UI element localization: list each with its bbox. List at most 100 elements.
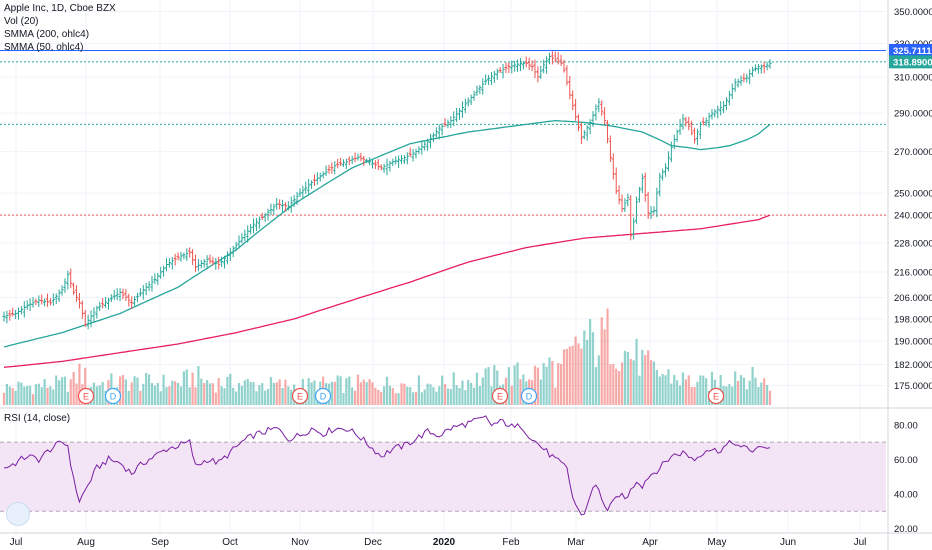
y-tick-label: 216.0000 xyxy=(894,267,932,278)
volume-bar xyxy=(455,385,458,405)
rsi-tick-label: 60.00 xyxy=(894,455,918,466)
volume-bar xyxy=(23,386,26,405)
y-tick-label: 290.0000 xyxy=(894,109,932,120)
volume-bar xyxy=(655,369,658,405)
volume-bar xyxy=(14,390,17,405)
volume-bar xyxy=(191,372,194,405)
volume-bar xyxy=(58,380,61,405)
x-tick-label: Nov xyxy=(291,537,309,548)
legend-smma50[interactable]: SMMA (50, ohlc4) xyxy=(4,42,84,53)
volume-bar xyxy=(600,317,603,405)
event-marker-label: E xyxy=(713,392,719,402)
volume-bar xyxy=(435,391,438,405)
tradingview-logo-icon[interactable] xyxy=(6,502,30,526)
volume-bar xyxy=(232,387,235,405)
x-tick-label: Jul xyxy=(854,537,867,548)
dividend-marker xyxy=(520,387,538,405)
smma200-line xyxy=(3,214,771,368)
volume-bar xyxy=(710,371,714,405)
legend: Apple Inc, 1D, Cboe BZX Vol (20) SMMA (2… xyxy=(4,2,116,54)
volume-bar xyxy=(464,390,467,405)
volume-bar xyxy=(333,381,336,405)
volume-bar xyxy=(533,365,537,405)
x-tick-label: Aug xyxy=(77,537,95,548)
volume-bar xyxy=(603,329,606,405)
x-tick-label: Mar xyxy=(567,537,585,548)
volume-bar xyxy=(368,379,371,405)
volume-bar xyxy=(536,367,539,405)
volume-bar xyxy=(118,376,122,405)
volume-bar xyxy=(127,390,130,405)
volume-bar xyxy=(594,367,598,405)
volume-bar xyxy=(156,382,159,405)
y-tick-label: 240.0000 xyxy=(894,211,932,222)
volume-bar xyxy=(493,365,496,405)
volume-bar xyxy=(185,369,188,405)
volume-bar xyxy=(591,332,595,405)
volume-bar xyxy=(336,375,339,405)
volume-bar xyxy=(139,390,142,405)
volume-bar xyxy=(147,374,151,405)
volume-bar xyxy=(11,388,14,405)
volume-bar xyxy=(275,382,278,405)
legend-title[interactable]: Apple Inc, 1D, Cboe BZX xyxy=(4,3,116,14)
volume-bar xyxy=(618,371,621,405)
volume-bar xyxy=(420,392,423,405)
volume-bar xyxy=(313,380,316,405)
volume-bar xyxy=(345,378,348,405)
volume-bar xyxy=(206,380,209,405)
rsi-legend[interactable]: RSI (14, close) xyxy=(4,413,71,424)
volume-bar xyxy=(559,364,563,405)
volume-bar xyxy=(458,388,461,405)
volume-bar xyxy=(626,351,629,405)
volume-bar xyxy=(330,381,333,405)
volume-bar xyxy=(409,387,412,405)
volume-bar xyxy=(571,345,574,405)
volume-bars xyxy=(2,308,772,405)
volume-bar xyxy=(78,363,81,405)
earnings-marker xyxy=(77,387,95,405)
x-tick-label: Jun xyxy=(780,537,796,548)
volume-bar xyxy=(609,364,612,405)
volume-bar xyxy=(258,385,261,405)
volume-bar xyxy=(414,391,418,405)
x-tick-label: Oct xyxy=(222,537,238,548)
volume-bar xyxy=(702,375,705,405)
volume-bar xyxy=(470,382,473,405)
legend-smma200[interactable]: SMMA (200, ohlc4) xyxy=(4,29,90,40)
event-marker-label: D xyxy=(110,392,117,402)
volume-bar xyxy=(174,381,177,405)
volume-bar xyxy=(52,389,55,405)
rsi-band xyxy=(0,441,886,512)
price-badge-label: 318.8900 xyxy=(893,57,932,68)
volume-bar xyxy=(467,379,470,405)
volume-bar xyxy=(748,380,751,405)
x-tick-label: 2020 xyxy=(433,537,456,548)
volume-bar xyxy=(472,387,476,405)
legend-vol[interactable]: Vol (20) xyxy=(4,16,39,27)
volume-bar xyxy=(351,387,354,405)
rsi-line xyxy=(4,415,771,516)
volume-bar xyxy=(632,360,635,405)
y-tick-label: 350.0000 xyxy=(894,7,932,18)
volume-bar xyxy=(278,379,281,405)
volume-bar xyxy=(217,378,220,405)
y-tick-label: 228.0000 xyxy=(894,238,932,249)
volume-bar xyxy=(385,376,389,405)
rsi-band-fill xyxy=(0,442,886,512)
volume-bar xyxy=(661,374,664,405)
volume-bar xyxy=(768,390,772,405)
volume-bar xyxy=(380,391,383,405)
volume-bar xyxy=(423,389,426,405)
volume-bar xyxy=(168,386,171,405)
volume-bar xyxy=(377,389,380,405)
earnings-marker xyxy=(491,387,509,405)
volume-bar xyxy=(391,388,394,405)
volume-bar xyxy=(417,375,421,405)
volume-bar xyxy=(60,377,64,405)
volume-bar xyxy=(339,376,342,405)
volume-bar xyxy=(649,360,653,405)
